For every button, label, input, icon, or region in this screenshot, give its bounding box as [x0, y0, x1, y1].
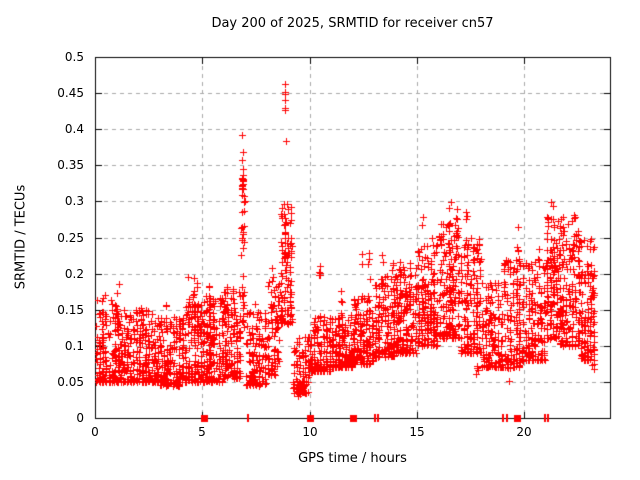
x-tick-label: 10: [302, 425, 318, 439]
y-tick-label: 0.2: [64, 267, 84, 281]
x-axis-label: GPS time / hours: [298, 451, 407, 466]
y-tick-label: 0.4: [64, 122, 84, 136]
y-tick-label: 0.45: [57, 86, 84, 100]
y-tick-label: 0.3: [64, 194, 84, 208]
x-tick-label: 5: [198, 425, 206, 439]
x-tick-label: 20: [516, 425, 532, 439]
y-tick-label: 0.35: [57, 158, 84, 172]
y-tick-label: 0.05: [57, 375, 84, 389]
x-tick-label: 15: [409, 425, 425, 439]
y-tick-label: 0.5: [64, 50, 84, 64]
chart-title: Day 200 of 2025, SRMTID for receiver cn5…: [211, 16, 494, 31]
x-tick-label: 0: [91, 425, 99, 439]
y-tick-label: 0.1: [64, 339, 84, 353]
y-tick-label: 0.15: [57, 303, 84, 317]
y-tick-label: 0.25: [57, 231, 84, 245]
y-tick-label: 0: [76, 411, 84, 425]
